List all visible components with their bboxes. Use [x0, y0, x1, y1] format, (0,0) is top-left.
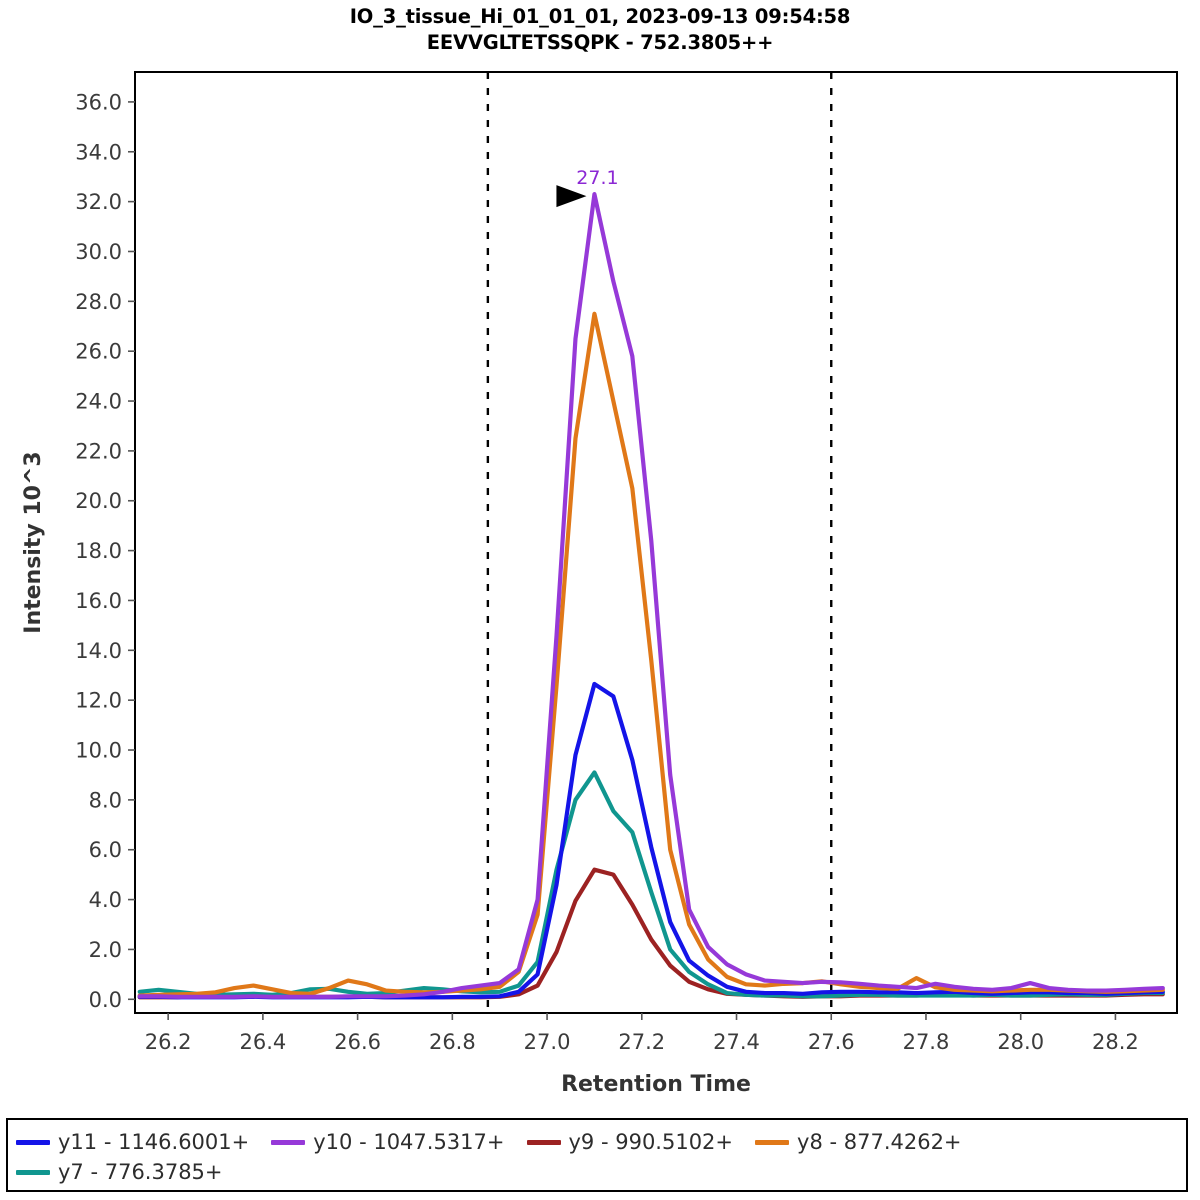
legend-color-swatch-icon — [16, 1139, 50, 1145]
chromatogram-trace[interactable] — [137, 192, 1165, 999]
x-axis-tick-label: 26.2 — [145, 1030, 192, 1054]
y-axis-tick-label: 16.0 — [75, 589, 122, 613]
legend-item[interactable]: y7 - 776.3785+ — [16, 1160, 223, 1184]
peak-apex-marker-icon — [556, 185, 587, 208]
legend-row-secondary: y7 - 776.3785+ — [16, 1157, 1178, 1187]
y-axis-tick-label: 24.0 — [75, 390, 122, 414]
x-axis-tick-label: 26.6 — [334, 1030, 381, 1054]
legend-item[interactable]: y9 - 990.5102+ — [526, 1130, 734, 1154]
x-axis-tick-label: 27.0 — [524, 1030, 571, 1054]
y-axis-tick-label: 10.0 — [75, 739, 122, 763]
y-axis-tick-label: 6.0 — [89, 838, 122, 862]
y-axis-tick-label: 26.0 — [75, 340, 122, 364]
y-axis-tick-label: 34.0 — [75, 140, 122, 164]
x-axis-tick-label: 28.2 — [1092, 1030, 1139, 1054]
chromatogram-trace[interactable] — [137, 681, 1165, 1000]
x-axis-tick-label: 26.8 — [429, 1030, 476, 1054]
legend-item[interactable]: y8 - 877.4262+ — [755, 1130, 962, 1154]
y-axis-tick-label: 22.0 — [75, 439, 122, 463]
legend-color-swatch-icon — [16, 1169, 50, 1175]
y-axis-tick-label: 14.0 — [75, 639, 122, 663]
y-axis-tick-label: 30.0 — [75, 240, 122, 264]
x-axis-tick-label: 26.4 — [239, 1030, 286, 1054]
y-axis-tick-label: 28.0 — [75, 290, 122, 314]
chromatogram-plot: 0.0 2.0 4.0 6.0 8.0 10.0 12.0 14.0 16.0 18.0 20.0 2… — [21, 71, 1178, 1097]
legend-item-label: y11 - 1146.6001+ — [58, 1130, 250, 1154]
x-axis-tick-label: 27.2 — [618, 1030, 665, 1054]
y-axis-tick-label: 0.0 — [89, 988, 122, 1012]
y-axis-tick-label: 12.0 — [75, 689, 122, 713]
legend-row-primary: y11 - 1146.6001+ y10 - 1047.5317+ y9 - 990… — [16, 1127, 1178, 1157]
legend-item[interactable]: y10 - 1047.5317+ — [271, 1130, 505, 1154]
y-axis-tick-label: 20.0 — [75, 489, 122, 513]
legend-item[interactable]: y11 - 1146.6001+ — [16, 1130, 249, 1154]
chromatogram-trace[interactable] — [137, 770, 1165, 999]
legend: y11 - 1146.6001+ y10 - 1047.5317+ y9 - 990… — [6, 1118, 1188, 1192]
x-axis-tick-label: 27.4 — [713, 1030, 760, 1054]
y-axis-title: Intensity 10^3 — [21, 451, 46, 633]
x-axis-title: Retention Time — [561, 1072, 751, 1097]
plot-frame — [134, 71, 1178, 1014]
legend-color-swatch-icon — [271, 1139, 306, 1145]
legend-color-swatch-icon — [526, 1139, 561, 1145]
legend-item-label: y7 - 776.3785+ — [58, 1160, 223, 1184]
legend-item-label: y9 - 990.5102+ — [568, 1130, 734, 1154]
y-axis-tick-label: 32.0 — [75, 190, 122, 214]
legend-item-label: y8 - 877.4262+ — [797, 1130, 962, 1154]
legend-color-swatch-icon — [755, 1139, 790, 1145]
page-subtitle: EEVVGLTETSSQPK - 752.3805++ — [426, 31, 774, 54]
x-axis-tick-label: 27.6 — [808, 1030, 855, 1054]
peak-retention-time-label: 27.1 — [576, 167, 618, 189]
y-axis-tick-label: 36.0 — [75, 90, 122, 114]
x-axis-tick-label: 27.8 — [903, 1030, 950, 1054]
page-title: IO_3_tissue_Hi_01_01_01, 2023-09-13 09:5… — [349, 5, 851, 28]
x-axis-tick-label: 28.0 — [997, 1030, 1044, 1054]
legend-item-label: y10 - 1047.5317+ — [313, 1130, 505, 1154]
y-axis-tick-label: 18.0 — [75, 539, 122, 563]
y-axis-tick-label: 2.0 — [89, 938, 122, 962]
y-axis-tick-label: 8.0 — [89, 788, 122, 812]
y-axis-tick-label: 4.0 — [89, 888, 122, 912]
chart-title-block: IO_3_tissue_Hi_01_01_01, 2023-09-13 09:5… — [0, 4, 1200, 56]
